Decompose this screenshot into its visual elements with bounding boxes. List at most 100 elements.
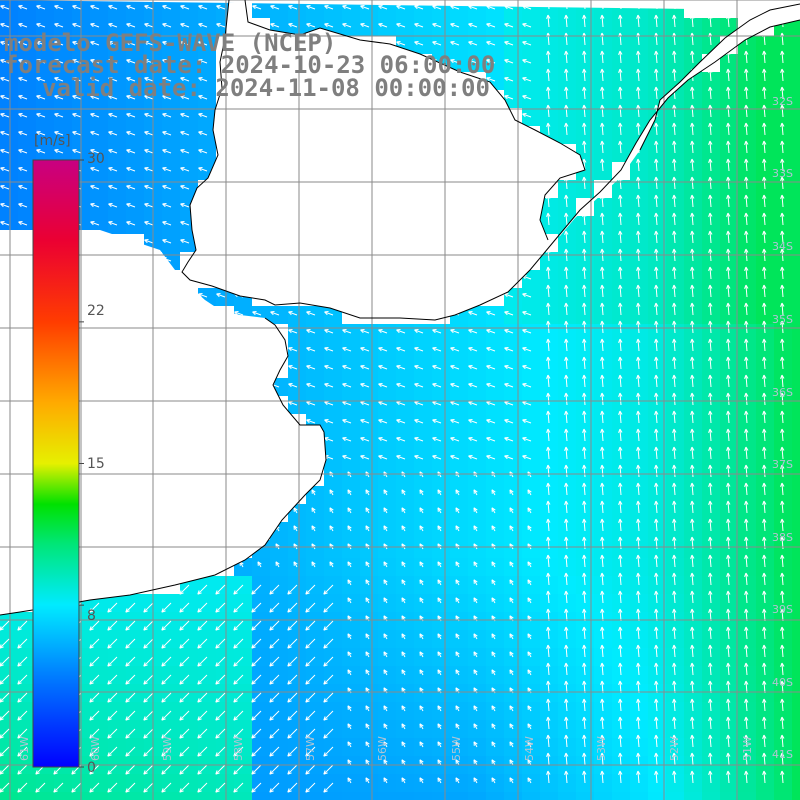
wind-arrow xyxy=(654,140,659,154)
longitude-label: 61W xyxy=(17,736,31,761)
wind-arrow xyxy=(582,176,587,190)
wind-arrow xyxy=(690,356,695,370)
wind-arrow xyxy=(726,212,731,226)
wind-arrow xyxy=(378,347,388,352)
wind-arrow xyxy=(414,41,424,46)
wind-arrow xyxy=(90,59,100,64)
wind-arrow xyxy=(780,140,785,154)
wind-arrow xyxy=(762,230,767,244)
wind-arrow xyxy=(126,221,136,226)
wind-arrow xyxy=(654,68,659,82)
wind-arrow xyxy=(144,95,154,100)
longitude-label: 54W xyxy=(522,736,536,761)
wind-speed-cell xyxy=(792,360,800,378)
wind-arrow xyxy=(108,221,118,226)
wind-arrow xyxy=(654,50,659,64)
wind-arrow xyxy=(708,122,713,136)
wind-arrow xyxy=(600,14,605,28)
latitude-label: 34S xyxy=(772,240,793,253)
wind-arrow xyxy=(636,50,641,64)
wind-arrow xyxy=(0,203,10,208)
wind-arrow xyxy=(690,140,695,154)
wind-speed-cell xyxy=(504,792,522,800)
wind-arrow xyxy=(564,68,569,82)
longitude-label: 52W xyxy=(667,736,681,761)
wind-arrow xyxy=(744,140,749,154)
wind-arrow xyxy=(726,104,731,118)
colorbar-tick-label: 30 xyxy=(87,151,105,167)
wind-arrow xyxy=(690,158,695,172)
wind-arrow xyxy=(618,374,623,388)
wind-arrow xyxy=(270,311,280,316)
wind-arrow xyxy=(144,23,154,28)
wind-arrow xyxy=(324,401,334,406)
wind-arrow xyxy=(708,338,713,352)
wind-arrow xyxy=(468,347,478,352)
wind-arrow xyxy=(162,113,172,118)
wind-arrow xyxy=(0,167,10,172)
wind-arrow xyxy=(144,5,154,10)
wind-speed-cell xyxy=(792,486,800,504)
wind-arrow xyxy=(672,230,677,244)
wind-arrow xyxy=(90,41,100,46)
wind-arrow xyxy=(744,266,749,280)
wind-arrow xyxy=(306,383,316,388)
wind-arrow xyxy=(726,320,731,334)
wind-arrow xyxy=(726,284,731,298)
latitude-label: 32S xyxy=(772,95,793,108)
wind-arrow xyxy=(108,167,118,172)
wind-arrow xyxy=(564,50,569,64)
wind-arrow xyxy=(126,203,136,208)
wind-arrow xyxy=(618,212,623,226)
wind-arrow xyxy=(270,5,280,10)
wind-arrow xyxy=(600,374,605,388)
wind-arrow xyxy=(126,185,136,190)
wind-speed-cell xyxy=(36,792,54,800)
wind-speed-cell xyxy=(792,144,800,162)
wind-arrow xyxy=(522,329,532,334)
colorbar-tick-label: 22 xyxy=(87,303,105,319)
wind-arrow xyxy=(342,5,352,10)
wind-arrow xyxy=(108,203,118,208)
wind-speed-cell xyxy=(684,792,702,800)
wind-arrow xyxy=(432,41,442,46)
wind-arrow xyxy=(600,266,605,280)
wind-speed-cell xyxy=(540,792,558,800)
wind-arrow xyxy=(504,293,514,298)
wind-arrow xyxy=(36,95,46,100)
wind-arrow xyxy=(582,392,587,406)
wind-arrow xyxy=(162,221,172,226)
wind-arrow xyxy=(522,59,532,64)
wind-arrow xyxy=(636,176,641,190)
wind-speed-cell xyxy=(648,792,666,800)
wind-arrow xyxy=(582,50,587,64)
wind-speed-cell xyxy=(792,108,800,126)
colorbar-gradient xyxy=(32,159,80,768)
wind-arrow xyxy=(126,5,136,10)
wind-arrow xyxy=(672,104,677,118)
wind-arrow xyxy=(108,113,118,118)
wind-arrow xyxy=(744,122,749,136)
wind-arrow xyxy=(600,50,605,64)
wind-arrow xyxy=(618,302,623,316)
wind-arrow xyxy=(636,302,641,316)
wind-arrow xyxy=(708,266,713,280)
valid-date: valid date: 2024-11-08 00:00:00 xyxy=(42,74,490,102)
wind-speed-cell xyxy=(252,792,270,800)
wind-arrow xyxy=(672,158,677,172)
wind-speed-cell xyxy=(234,792,252,800)
wind-arrow xyxy=(18,77,28,82)
wind-arrow xyxy=(636,266,641,280)
wind-arrow xyxy=(468,23,478,28)
wind-arrow xyxy=(360,5,370,10)
wind-arrow xyxy=(144,41,154,46)
wind-arrow xyxy=(324,311,334,316)
wind-arrow xyxy=(762,158,767,172)
wind-speed-cell xyxy=(792,450,800,468)
wind-speed-cell xyxy=(792,612,800,630)
wind-arrow xyxy=(780,86,785,100)
wind-arrow xyxy=(486,365,496,370)
wind-arrow xyxy=(582,284,587,298)
wind-arrow xyxy=(180,203,190,208)
wind-arrow xyxy=(396,365,406,370)
